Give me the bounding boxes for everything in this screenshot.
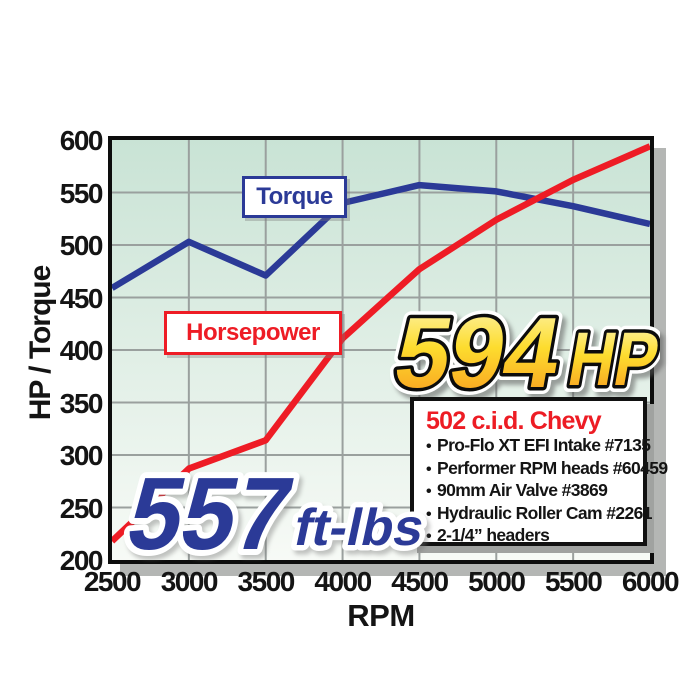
peak-torque-value-outline: 557 [118,457,302,565]
peak-hp-value-outline: 594 [387,301,569,405]
torque-series-label: Torque [242,176,347,218]
peak-torque-unit-outline: ft-lbs [289,499,429,557]
y-tick-label: 350 [59,387,104,419]
peak-horsepower-callout: 594 HP 594 HP [380,301,660,405]
x-tick-label: 5500 [544,566,603,597]
torque-curve [110,181,651,291]
peak-torque-value: 557 [118,457,302,565]
bullet-icon: • [426,483,432,500]
peak-torque-unit: ft-lbs [289,499,429,557]
horsepower-series-label: Horsepower [164,311,342,355]
peak-hp-value: 594 [387,301,569,405]
x-tick-label: 5000 [468,566,526,597]
y-tick-label: 450 [59,282,104,314]
info-item-text: Performer RPM heads #60459 [437,457,668,478]
engine-spec-list: • Pro-Flo XT EFI Intake #7135 • Performer R… [426,435,668,548]
y-tick-label: 250 [59,492,104,524]
engine-spec-title: 502 c.i.d. Chevy [426,407,602,435]
horsepower-curve [109,143,652,544]
info-item: • 2-1/4” headers [426,525,633,548]
y-tick-label: 300 [59,440,104,471]
info-item: • Performer RPM heads #60459 [426,458,668,481]
bullet-icon: • [426,528,432,545]
peak-torque-callout: 557 ft-lbs 557 ft-lbs [112,451,435,565]
info-item: • Hydraulic Roller Cam #2261 [426,503,653,526]
torque-label-text: Torque [256,183,333,210]
x-tick-label: 4000 [314,566,372,597]
bullet-icon: • [426,460,432,478]
x-tick-label: 3500 [237,566,296,597]
y-tick-label: 600 [59,125,104,156]
y-axis-title: HP / Torque [24,265,57,421]
x-axis-title: RPM [347,598,415,633]
info-item-text: 90mm Air Valve #3869 [437,480,608,500]
y-tick-label: 500 [59,230,104,261]
info-item: • 90mm Air Valve #3869 [426,480,633,503]
bullet-icon: • [426,438,432,455]
peak-hp-unit: HP [562,318,660,402]
x-tick-label: 3000 [160,566,219,597]
info-item-text: 2-1/4” headers [437,525,550,545]
engine-spec-box: 502 c.i.d. Chevy • Pro-Flo XT EFI Intake … [410,397,668,548]
y-tick-label: 550 [59,177,104,209]
x-tick-label: 6000 [621,566,680,597]
info-item: • Pro-Flo XT EFI Intake #7135 [426,435,651,458]
x-tick-label: 2500 [83,566,142,597]
plot-border [108,136,654,564]
bullet-icon: • [426,505,432,523]
info-item-text: Pro-Flo XT EFI Intake #7135 [437,435,651,455]
info-item-text: Hydraulic Roller Cam #2261 [437,502,653,523]
y-tick-label: 400 [59,335,104,366]
horsepower-label-text: Horsepower [186,319,320,346]
y-tick-label: 200 [59,545,104,576]
x-tick-label: 4500 [391,566,449,597]
